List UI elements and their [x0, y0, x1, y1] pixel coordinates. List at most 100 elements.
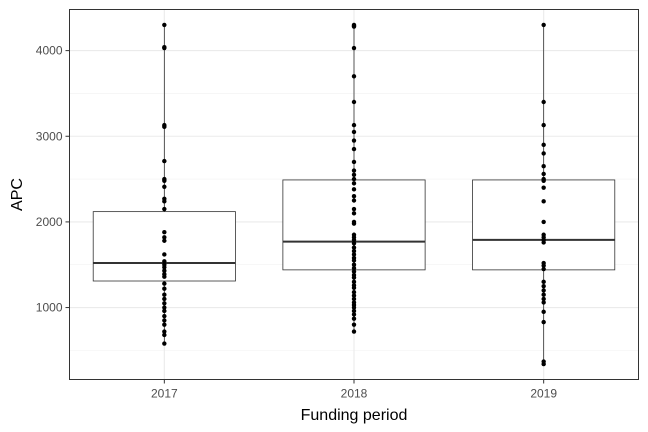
data-point	[162, 281, 167, 286]
data-point	[351, 289, 357, 295]
data-point	[351, 211, 357, 216]
data-point	[351, 146, 357, 152]
data-point	[162, 274, 167, 279]
data-point	[162, 259, 167, 264]
point-group	[162, 22, 546, 367]
x-tick-label: 2017	[151, 387, 178, 401]
data-point	[541, 164, 546, 169]
data-point	[351, 176, 357, 182]
data-point	[541, 279, 546, 285]
data-point	[162, 158, 167, 164]
data-point	[351, 296, 357, 302]
data-point	[162, 329, 167, 334]
data-point	[162, 235, 167, 240]
data-point	[162, 292, 167, 297]
data-point	[541, 283, 546, 289]
y-tick-label: 4000	[36, 44, 63, 58]
data-point	[162, 268, 167, 273]
data-point	[351, 285, 357, 291]
data-point	[351, 172, 357, 178]
data-point	[351, 305, 357, 310]
data-point	[351, 24, 357, 29]
data-point	[541, 151, 546, 156]
data-point	[162, 252, 167, 257]
data-point	[162, 238, 167, 243]
data-point	[162, 124, 167, 130]
data-point	[351, 308, 357, 314]
data-point	[541, 296, 546, 302]
data-point	[351, 168, 357, 173]
data-point	[541, 309, 546, 315]
data-point	[162, 322, 167, 327]
data-point	[162, 318, 167, 323]
data-point	[351, 316, 357, 321]
x-tick-label: 2019	[530, 387, 557, 401]
data-point	[162, 332, 167, 338]
data-point	[162, 229, 167, 235]
data-point	[162, 341, 167, 346]
data-point	[351, 252, 357, 257]
data-point	[541, 185, 546, 190]
data-point	[351, 329, 357, 334]
data-point	[162, 45, 167, 51]
data-point	[162, 206, 167, 212]
data-point	[541, 266, 546, 272]
data-point	[162, 199, 167, 204]
data-point	[351, 279, 357, 285]
data-point	[541, 171, 546, 177]
data-point	[162, 265, 167, 270]
data-point	[351, 258, 357, 263]
data-point	[351, 265, 357, 271]
data-point	[541, 319, 546, 325]
data-point	[162, 308, 167, 314]
data-point	[162, 184, 167, 189]
y-axis-title: APC	[9, 178, 26, 211]
data-point	[351, 99, 357, 105]
data-point	[162, 286, 167, 291]
data-point	[541, 178, 546, 183]
data-point	[162, 305, 167, 310]
data-point	[541, 263, 546, 268]
data-point	[541, 361, 546, 367]
y-tick-label: 3000	[36, 129, 63, 143]
data-point	[541, 240, 546, 245]
data-point	[351, 275, 357, 280]
data-point	[351, 262, 357, 267]
data-point	[351, 187, 357, 192]
data-point	[162, 301, 167, 306]
data-point	[162, 313, 167, 319]
data-point	[162, 296, 167, 302]
data-point	[351, 159, 357, 165]
data-point	[541, 99, 546, 105]
data-point	[162, 22, 167, 28]
data-point	[351, 129, 357, 135]
data-point	[351, 45, 357, 51]
x-tick-label: 2018	[341, 387, 368, 401]
data-point	[351, 245, 357, 250]
data-point	[541, 142, 546, 148]
data-point	[351, 194, 357, 199]
data-point	[541, 199, 546, 204]
data-point	[351, 312, 357, 317]
data-point	[541, 122, 546, 128]
y-tick-label: 1000	[36, 301, 63, 315]
data-point	[541, 22, 546, 28]
data-point	[351, 198, 357, 203]
data-point	[541, 219, 546, 225]
data-point	[351, 181, 357, 186]
data-point	[351, 206, 357, 212]
data-point	[351, 293, 357, 298]
data-point	[351, 322, 357, 327]
data-point	[541, 288, 546, 293]
data-point	[162, 178, 167, 183]
data-point	[351, 241, 357, 246]
data-point	[351, 237, 357, 243]
data-point	[541, 300, 546, 305]
y-axis: 1000 2000 3000 4000	[36, 44, 70, 315]
data-point	[351, 74, 357, 79]
data-point	[351, 138, 357, 143]
y-tick-label: 2000	[36, 215, 63, 229]
data-point	[351, 122, 357, 128]
x-axis: 2017 2018 2019	[151, 379, 557, 401]
